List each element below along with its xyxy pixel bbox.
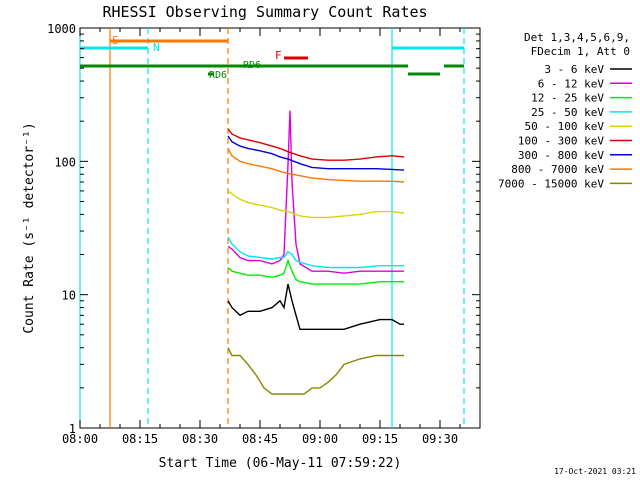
legend-label-6: 300 - 800 keV bbox=[518, 149, 604, 162]
series-line-2 bbox=[227, 258, 404, 285]
x-tick-label-1: 08:15 bbox=[122, 432, 158, 446]
plot-area bbox=[79, 27, 481, 429]
legend-label-0: 3 - 6 keV bbox=[544, 63, 604, 76]
series-line-6 bbox=[227, 135, 405, 171]
flag-label-f: F bbox=[275, 49, 282, 62]
legend-label-4: 50 - 100 keV bbox=[525, 120, 605, 133]
legend-label-7: 800 - 7000 keV bbox=[511, 163, 604, 176]
x-tick-label-3: 08:45 bbox=[242, 432, 278, 446]
series-line-4 bbox=[227, 190, 405, 219]
timestamp: 17-Oct-2021 03:21 bbox=[554, 467, 636, 476]
legend-header-line-2: FDecim 1, Att 0 bbox=[531, 45, 630, 58]
y-axis-label: Count Rate (s⁻¹ detector⁻¹) bbox=[22, 122, 37, 333]
x-tick-label-4: 09:00 bbox=[302, 432, 338, 446]
vertical-markers bbox=[79, 28, 465, 428]
flag-label-s: S bbox=[112, 34, 119, 47]
y-tick-label-2: 100 bbox=[54, 155, 76, 169]
legend-label-3: 25 - 50 keV bbox=[531, 106, 604, 119]
series-line-8 bbox=[227, 347, 404, 395]
legend-header-line-1: Det 1,3,4,5,6,9, bbox=[524, 31, 630, 44]
series-line-5 bbox=[227, 128, 405, 161]
flag-label-n: N bbox=[153, 41, 160, 54]
y-tick-label-3: 1000 bbox=[47, 22, 76, 36]
x-tick-label-6: 09:30 bbox=[422, 432, 458, 446]
chart-title: RHESSI Observing Summary Count Rates bbox=[102, 3, 427, 21]
y-tick-label-1: 10 bbox=[62, 289, 76, 303]
x-axis-ticks: 08:00 08:15 08:30 08:45 09:00 09:15 09:30 bbox=[62, 28, 481, 446]
x-tick-label-2: 08:30 bbox=[182, 432, 218, 446]
legend-label-5: 100 - 300 keV bbox=[518, 135, 604, 148]
series-lines bbox=[227, 110, 405, 395]
y-axis-ticks: 1 10 100 1000 bbox=[47, 22, 480, 436]
x-tick-label-0: 08:00 bbox=[62, 432, 98, 446]
series-line-0 bbox=[227, 283, 404, 330]
flag-label-rd6-lower: RD6 bbox=[209, 70, 227, 81]
x-axis-label: Start Time (06-May-11 07:59:22) bbox=[159, 456, 402, 471]
x-tick-label-5: 09:15 bbox=[362, 432, 398, 446]
series-line-7 bbox=[227, 148, 405, 183]
flag-label-rd6-upper: RD6 bbox=[243, 60, 261, 71]
series-line-1 bbox=[227, 110, 404, 274]
series-line-3 bbox=[227, 236, 404, 269]
y-tick-label-0: 1 bbox=[69, 422, 76, 436]
legend-label-1: 6 - 12 keV bbox=[538, 77, 605, 90]
flag-bars bbox=[80, 39, 464, 76]
legend: Det 1,3,4,5,6,9, FDecim 1, Att 0 3 - 6 k… bbox=[498, 31, 632, 190]
legend-label-8: 7000 - 15000 keV bbox=[498, 177, 604, 190]
legend-label-2: 12 - 25 keV bbox=[531, 92, 604, 105]
